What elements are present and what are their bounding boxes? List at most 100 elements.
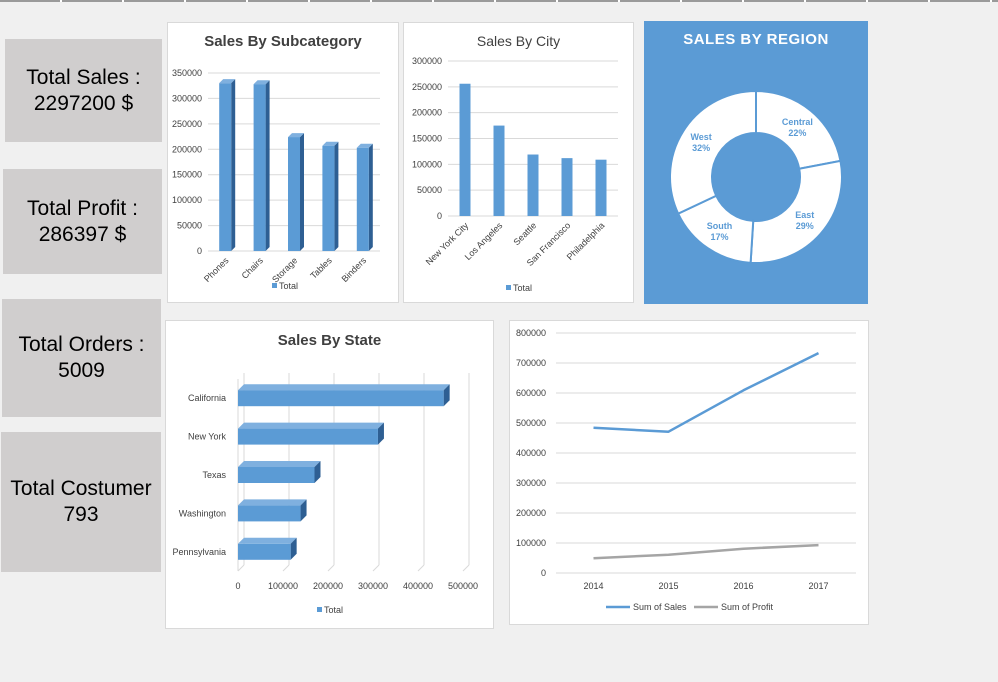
y-tick-label: Texas <box>202 470 226 480</box>
legend-label: Total <box>513 283 532 293</box>
x-tick-label: Binders <box>340 255 369 284</box>
bar-top <box>288 133 304 138</box>
gridline-floor <box>282 564 290 572</box>
x-tick-label: 400000 <box>403 581 433 591</box>
kpi-total-profit: Total Profit : 286397 $ <box>3 169 162 274</box>
legend-label: Sum of Profit <box>721 602 774 612</box>
chart-sales-by-city[interactable]: Sales By City 0 50000 100000 150000 200000 25… <box>403 22 634 303</box>
x-tick-label: 300000 <box>358 581 388 591</box>
bar-side <box>290 537 297 560</box>
y-tick-label: 0 <box>541 568 546 578</box>
y-tick-label: 100000 <box>172 195 202 205</box>
bar <box>238 543 291 560</box>
x-tick-label: New York City <box>424 220 471 267</box>
bar-top <box>219 79 236 84</box>
y-tick-label: 200000 <box>172 144 202 154</box>
chart-sales-by-state[interactable]: Sales By State 0 100000 200000 300000 400000… <box>165 320 494 629</box>
bar-side <box>368 143 373 251</box>
y-tick-label: 300000 <box>516 478 546 488</box>
y-tick-label: 200000 <box>412 108 442 118</box>
y-tick-label: 100000 <box>516 538 546 548</box>
y-tick-label: 600000 <box>516 388 546 398</box>
slice-label: West <box>690 132 711 142</box>
bar <box>238 428 378 445</box>
bar-side <box>334 141 339 251</box>
y-tick-label: 0 <box>197 246 202 256</box>
gridline-floor <box>462 564 470 572</box>
chart-title: Sales By State <box>277 332 382 349</box>
bar-side <box>314 461 321 483</box>
kpi-value: 286397 $ <box>38 222 127 246</box>
x-tick-label: 100000 <box>268 581 298 591</box>
x-tick-label: 2017 <box>808 581 828 591</box>
gridline-floor <box>372 564 380 572</box>
bar <box>322 145 335 251</box>
y-tick-label: 50000 <box>417 185 442 195</box>
y-tick-label: Washington <box>179 508 226 518</box>
kpi-value: 5009 <box>58 359 105 382</box>
kpi-total-customer: Total Costumer 793 <box>1 432 161 572</box>
y-tick-label: California <box>188 393 226 403</box>
kpi-label: Total Profit : <box>27 196 138 220</box>
legend-label: Total <box>279 281 298 291</box>
x-tick-label: Chairs <box>240 255 266 281</box>
bar-top <box>322 141 339 146</box>
x-tick-label: 500000 <box>448 581 478 591</box>
sales-profit-line-chart: 0 100000 200000 300000 400000 500000 600000 700… <box>516 328 856 612</box>
legend-label: Total <box>324 605 343 615</box>
top-border <box>0 0 998 2</box>
legend-swatch <box>272 283 277 288</box>
bar-side <box>377 422 384 445</box>
y-tick-label: 150000 <box>172 170 202 180</box>
y-tick-label: 400000 <box>516 448 546 458</box>
y-tick-label: New York <box>188 432 227 442</box>
bar <box>459 83 471 216</box>
bar <box>253 84 266 251</box>
slice-label: South <box>707 221 733 231</box>
bar-top <box>238 422 384 429</box>
x-tick-label: 2015 <box>658 581 678 591</box>
donut-slice <box>669 89 757 215</box>
bar-top <box>238 499 307 506</box>
y-tick-label: 0 <box>437 211 442 221</box>
y-tick-label: 200000 <box>516 508 546 518</box>
bar-side <box>231 79 236 251</box>
chart-sales-by-region[interactable]: SALES BY REGION Central 22% East 29% South 17… <box>644 21 868 304</box>
city-bar-chart: 0 50000 100000 150000 200000 250000 300000 New … <box>412 56 618 293</box>
y-tick-label: Pennsylvania <box>172 547 226 557</box>
gridline-floor <box>417 564 425 572</box>
slice-label: Central <box>782 117 813 127</box>
bar <box>493 125 505 216</box>
chart-title: Sales By City <box>476 33 561 49</box>
slice-percent: 32% <box>692 143 710 153</box>
bar <box>238 390 444 407</box>
kpi-value: 793 <box>63 503 99 526</box>
subcategory-bar-chart: 0 50000 100000 150000 200000 250000 300000 3500… <box>172 68 380 291</box>
bar-top <box>238 384 450 391</box>
chart-sales-by-subcategory[interactable]: Sales By Subcategory 0 50000 100000 150000 2… <box>167 22 399 303</box>
bar <box>527 154 539 216</box>
kpi-label: Total Orders : <box>18 333 145 356</box>
slice-percent: 17% <box>710 232 728 242</box>
bar-top <box>238 461 321 467</box>
y-tick-label: 100000 <box>412 159 442 169</box>
x-tick-label: 2014 <box>583 581 603 591</box>
donut-slice <box>749 159 843 264</box>
y-tick-label: 300000 <box>412 56 442 66</box>
y-tick-label: 350000 <box>172 68 202 78</box>
bar-side <box>300 499 307 522</box>
bar <box>561 158 573 216</box>
bar-top <box>238 537 297 544</box>
bar-top <box>253 80 270 85</box>
legend-label: Sum of Sales <box>633 602 687 612</box>
bar-side <box>300 133 304 251</box>
chart-sales-profit-by-year[interactable]: 0 100000 200000 300000 400000 500000 600000 700… <box>509 320 869 625</box>
x-tick-label: Seattle <box>512 220 539 247</box>
bar <box>356 147 369 251</box>
gridline-floor <box>327 564 335 572</box>
slice-percent: 22% <box>788 128 806 138</box>
state-bar-chart: 0 100000 200000 300000 400000 500000 Californi… <box>172 373 478 615</box>
gridline-floor <box>237 564 245 572</box>
bar <box>288 137 300 251</box>
y-tick-label: 700000 <box>516 358 546 368</box>
